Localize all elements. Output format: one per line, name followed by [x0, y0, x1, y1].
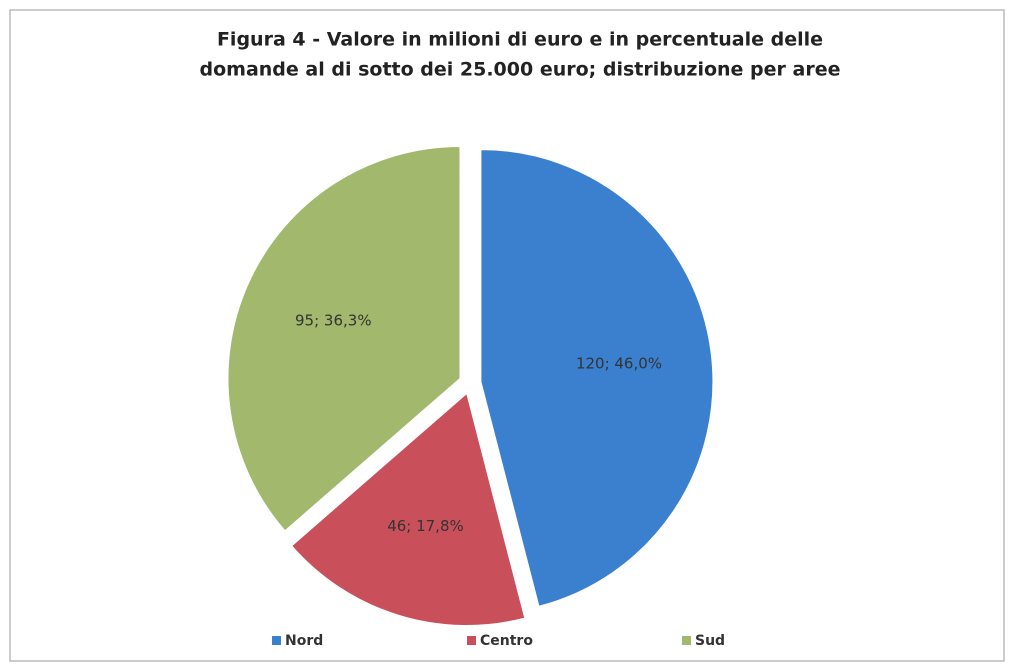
legend-swatch	[272, 636, 281, 645]
legend-swatch	[682, 636, 691, 645]
legend-label: Centro	[480, 633, 533, 649]
data-label: 95; 36,3%	[295, 311, 372, 329]
legend-label: Sud	[695, 633, 725, 649]
legend-label: Nord	[285, 633, 323, 649]
legend-swatch	[467, 636, 476, 645]
pie-slice	[227, 145, 461, 532]
chart-title: Figura 4 - Valore in milioni di euro e i…	[217, 29, 823, 51]
chart-title: domande al di sotto dei 25.000 euro; dis…	[200, 59, 841, 81]
pie-slice	[480, 149, 714, 607]
data-label: 46; 17,8%	[387, 517, 464, 535]
pie-slice	[291, 392, 526, 626]
data-label: 120; 46,0%	[576, 355, 662, 373]
